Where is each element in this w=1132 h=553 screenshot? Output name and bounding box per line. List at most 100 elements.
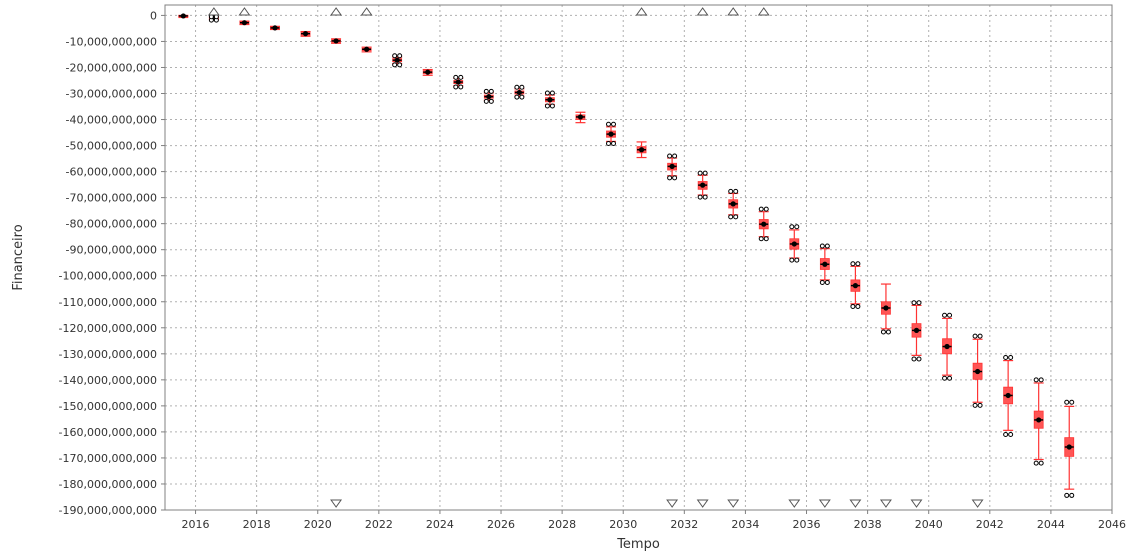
offscale-down-marker: [727, 499, 740, 508]
y-tick-label: -110,000,000,000: [59, 296, 157, 309]
x-axis-title: Tempo: [616, 537, 660, 552]
outlier-point: [794, 257, 800, 263]
x-tick-label: 2042: [976, 518, 1004, 531]
outlier-point: [855, 303, 861, 309]
y-axis-title: Financeiro: [11, 224, 26, 290]
mean-marker: [425, 69, 431, 75]
box-2031: [667, 153, 678, 181]
offscale-up-marker: [696, 7, 709, 16]
y-tick-label: -150,000,000,000: [59, 400, 157, 413]
y-tick-label: -160,000,000,000: [59, 426, 157, 439]
box-2015: [178, 13, 189, 19]
x-axis: 2016 2018 2020 2022 2024 2026 2028 2030 2032 2034…: [182, 510, 1126, 531]
outlier-point: [702, 194, 708, 200]
outlier-point: [397, 53, 403, 59]
mean-marker: [516, 89, 522, 96]
box-2020: [331, 38, 342, 44]
outlier-point: [758, 236, 764, 242]
box-2037: [850, 261, 861, 309]
outlier-point: [392, 53, 398, 59]
mean-marker: [852, 283, 858, 289]
offscale-up-marker: [635, 7, 648, 16]
mean-marker: [302, 31, 309, 37]
outlier-point: [1069, 399, 1075, 405]
outlier-point: [519, 84, 525, 90]
offscale-down-marker: [330, 499, 343, 508]
y-axis: 0 -10,000,000,000 -20,000,000,000 -30,000,0…: [59, 9, 165, 517]
box-2019: [300, 30, 311, 37]
outlier-point: [850, 261, 856, 267]
box-2017: [239, 20, 250, 26]
mean-marker: [272, 25, 278, 31]
outlier-point: [672, 153, 678, 159]
x-tick-label: 2022: [365, 518, 393, 531]
x-tick-label: 2026: [487, 518, 515, 531]
outlier-point: [488, 98, 494, 104]
outlier-point: [483, 98, 489, 104]
outlier-point: [819, 279, 825, 285]
outlier-point: [728, 188, 734, 194]
box-2033: [728, 188, 739, 220]
x-tick-label: 2030: [609, 518, 637, 531]
box-2034: [758, 206, 769, 242]
mean-marker: [913, 327, 920, 333]
outlier-point: [1069, 492, 1075, 498]
y-tick-label: -180,000,000,000: [59, 478, 157, 491]
box-2039: [911, 300, 922, 362]
outlier-point: [549, 103, 555, 109]
mean-marker: [394, 57, 400, 63]
mean-marker: [791, 241, 797, 247]
x-tick-label: 2034: [731, 518, 759, 531]
outlier-point: [972, 333, 978, 339]
outlier-point: [397, 62, 403, 68]
y-tick-label: -20,000,000,000: [66, 61, 157, 74]
offscale-down-marker: [788, 499, 801, 508]
outlier-point: [733, 188, 739, 194]
offscale-up-marker: [757, 7, 770, 16]
outlier-point: [855, 261, 861, 267]
box-2027: [544, 90, 555, 109]
y-tick-label: 0: [150, 9, 157, 22]
x-tick-label: 2024: [426, 518, 454, 531]
plot-area-frame: [164, 4, 1113, 511]
outlier-point: [667, 153, 673, 159]
outlier-point: [728, 214, 734, 220]
outlier-point: [544, 103, 550, 109]
offscale-down-marker: [849, 499, 862, 508]
outlier-point: [794, 224, 800, 230]
x-tick-label: 2038: [854, 518, 882, 531]
x-tick-label: 2046: [1098, 518, 1126, 531]
mean-marker: [730, 201, 736, 207]
outlier-point: [763, 236, 769, 242]
outlier-point: [789, 257, 795, 263]
outlier-point: [977, 333, 983, 339]
y-tick-label: -80,000,000,000: [66, 218, 157, 231]
x-tick-label: 2032: [670, 518, 698, 531]
y-tick-label: -190,000,000,000: [59, 504, 157, 517]
mean-marker: [1036, 417, 1042, 423]
mean-marker: [700, 182, 706, 188]
outlier-point: [819, 243, 825, 249]
outlier-point: [1008, 354, 1014, 360]
offscale-markers: [207, 7, 984, 508]
outlier-point: [911, 356, 917, 362]
outlier-point: [911, 300, 917, 306]
x-tick-label: 2028: [548, 518, 576, 531]
y-tick-label: -10,000,000,000: [66, 35, 157, 48]
offscale-up-marker: [207, 7, 220, 16]
box-2028: [575, 111, 586, 124]
mean-marker: [180, 13, 186, 19]
outlier-point: [672, 175, 678, 181]
mean-marker: [547, 97, 553, 103]
outlier-point: [1038, 460, 1044, 466]
mean-marker: [333, 38, 339, 44]
offscale-up-marker: [330, 7, 343, 16]
y-tick-label: -130,000,000,000: [59, 348, 157, 361]
mean-marker: [364, 46, 370, 52]
outlier-point: [824, 243, 830, 249]
x-tick-label: 2044: [1037, 518, 1065, 531]
box-2032: [697, 170, 708, 200]
outlier-point: [1033, 377, 1039, 383]
